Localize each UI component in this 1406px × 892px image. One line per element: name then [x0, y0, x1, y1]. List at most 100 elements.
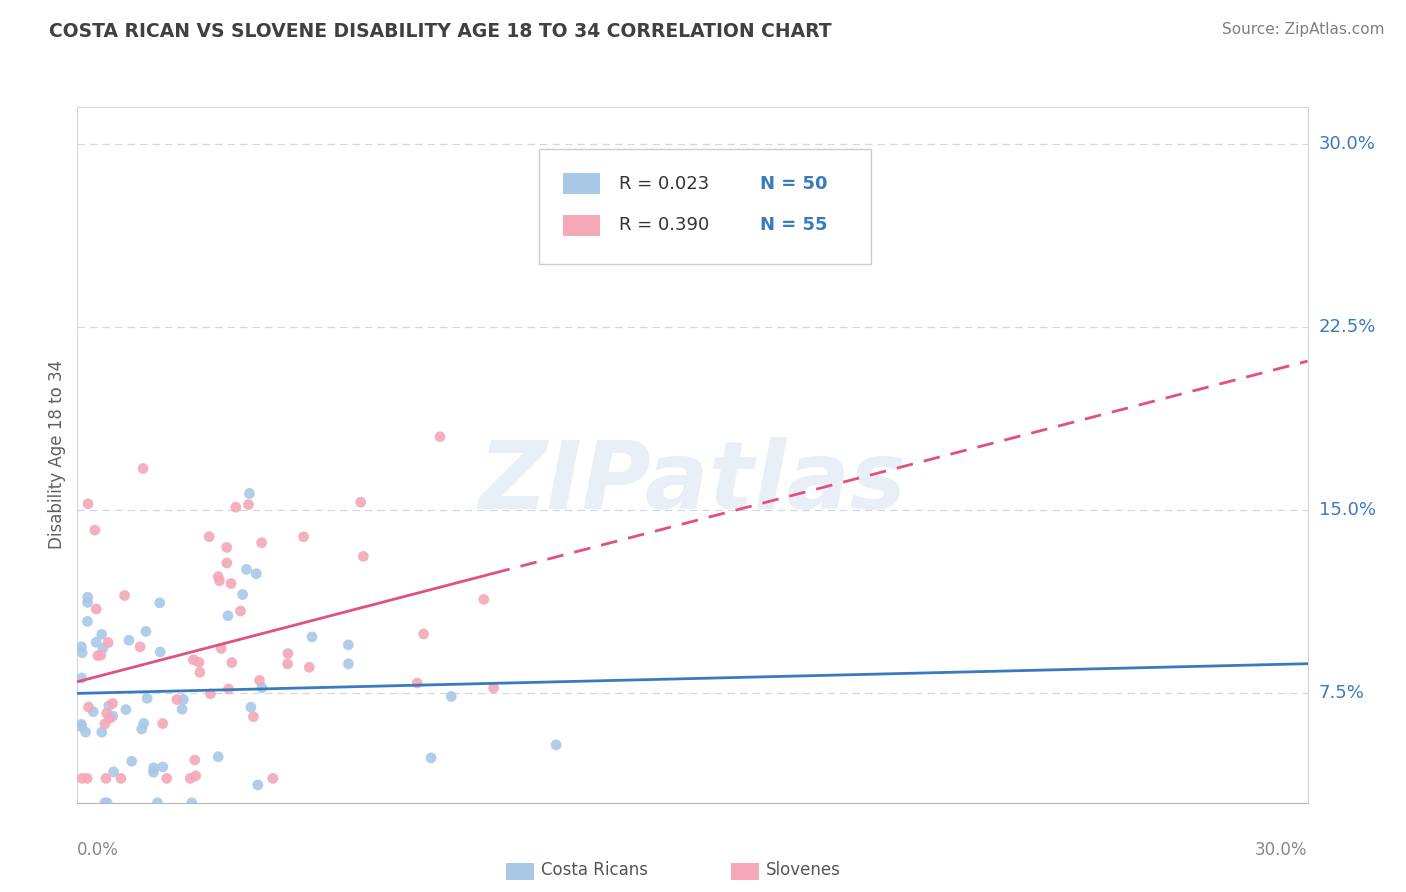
- Text: N = 55: N = 55: [761, 217, 828, 235]
- Text: 7.5%: 7.5%: [1319, 684, 1365, 702]
- Point: [97, 698, 120, 713]
- Point: [152, 760, 174, 774]
- Point: [142, 765, 165, 780]
- Point: [277, 657, 299, 671]
- Point: [406, 676, 429, 690]
- Point: [70, 717, 93, 731]
- Point: [82, 705, 104, 719]
- Point: [114, 589, 136, 603]
- Text: 30.0%: 30.0%: [1256, 841, 1308, 859]
- Point: [70, 646, 93, 660]
- Point: [184, 769, 207, 783]
- Point: [429, 430, 451, 444]
- Point: [146, 796, 169, 810]
- Point: [238, 498, 260, 512]
- Point: [70, 720, 93, 734]
- Point: [215, 541, 238, 555]
- Point: [149, 596, 172, 610]
- Point: [84, 523, 107, 537]
- Point: [91, 641, 114, 656]
- Point: [96, 706, 118, 721]
- Point: [217, 608, 239, 623]
- Text: Source: ZipAtlas.com: Source: ZipAtlas.com: [1222, 22, 1385, 37]
- Point: [152, 716, 174, 731]
- Point: [97, 635, 120, 649]
- Text: COSTA RICAN VS SLOVENE DISABILITY AGE 18 TO 34 CORRELATION CHART: COSTA RICAN VS SLOVENE DISABILITY AGE 18…: [49, 22, 832, 41]
- Point: [70, 640, 93, 654]
- Point: [131, 722, 153, 736]
- Point: [166, 692, 188, 706]
- Point: [77, 700, 100, 714]
- Point: [249, 673, 271, 688]
- Point: [352, 549, 374, 564]
- FancyBboxPatch shape: [564, 173, 600, 194]
- Point: [94, 716, 117, 731]
- Point: [84, 635, 107, 649]
- Point: [472, 592, 495, 607]
- Point: [156, 772, 179, 786]
- Point: [70, 671, 93, 685]
- Point: [90, 627, 112, 641]
- Point: [277, 647, 299, 661]
- Point: [238, 486, 260, 500]
- Point: [217, 681, 239, 696]
- Point: [76, 595, 98, 609]
- Point: [172, 692, 194, 706]
- Point: [235, 562, 257, 576]
- Text: N = 50: N = 50: [761, 175, 828, 193]
- FancyBboxPatch shape: [538, 149, 870, 263]
- Point: [94, 796, 117, 810]
- Point: [350, 495, 373, 509]
- Point: [110, 772, 132, 786]
- Point: [70, 772, 93, 786]
- Point: [132, 716, 155, 731]
- Point: [232, 588, 254, 602]
- Point: [412, 627, 434, 641]
- Text: Costa Ricans: Costa Ricans: [541, 861, 648, 879]
- Point: [101, 697, 124, 711]
- Point: [132, 461, 155, 475]
- Text: 22.5%: 22.5%: [1319, 318, 1376, 335]
- Text: 15.0%: 15.0%: [1319, 500, 1376, 519]
- Point: [198, 530, 221, 544]
- Point: [87, 648, 110, 663]
- Point: [292, 530, 315, 544]
- Point: [183, 653, 205, 667]
- Point: [76, 615, 98, 629]
- Point: [172, 702, 194, 716]
- Point: [245, 566, 267, 581]
- Point: [98, 711, 121, 725]
- Point: [207, 569, 229, 583]
- Point: [440, 690, 463, 704]
- Point: [246, 778, 269, 792]
- Point: [136, 691, 159, 706]
- Point: [84, 602, 107, 616]
- Text: R = 0.390: R = 0.390: [619, 217, 709, 235]
- FancyBboxPatch shape: [564, 215, 600, 235]
- Point: [118, 633, 141, 648]
- Point: [208, 574, 231, 588]
- Point: [121, 754, 143, 768]
- Point: [337, 638, 360, 652]
- Point: [546, 738, 568, 752]
- Point: [337, 657, 360, 671]
- Point: [298, 660, 321, 674]
- Point: [90, 725, 112, 739]
- Point: [129, 640, 152, 654]
- Point: [115, 703, 138, 717]
- Text: R = 0.023: R = 0.023: [619, 175, 709, 193]
- Text: 0.0%: 0.0%: [77, 841, 120, 859]
- Point: [420, 751, 443, 765]
- Point: [225, 500, 247, 515]
- Point: [187, 656, 209, 670]
- Point: [94, 772, 117, 786]
- Point: [200, 687, 222, 701]
- Y-axis label: Disability Age 18 to 34: Disability Age 18 to 34: [48, 360, 66, 549]
- Point: [75, 725, 97, 739]
- Point: [149, 645, 172, 659]
- Point: [135, 624, 157, 639]
- Point: [179, 772, 201, 786]
- Point: [262, 772, 284, 786]
- Point: [301, 630, 323, 644]
- Text: ZIPatlas: ZIPatlas: [478, 437, 907, 529]
